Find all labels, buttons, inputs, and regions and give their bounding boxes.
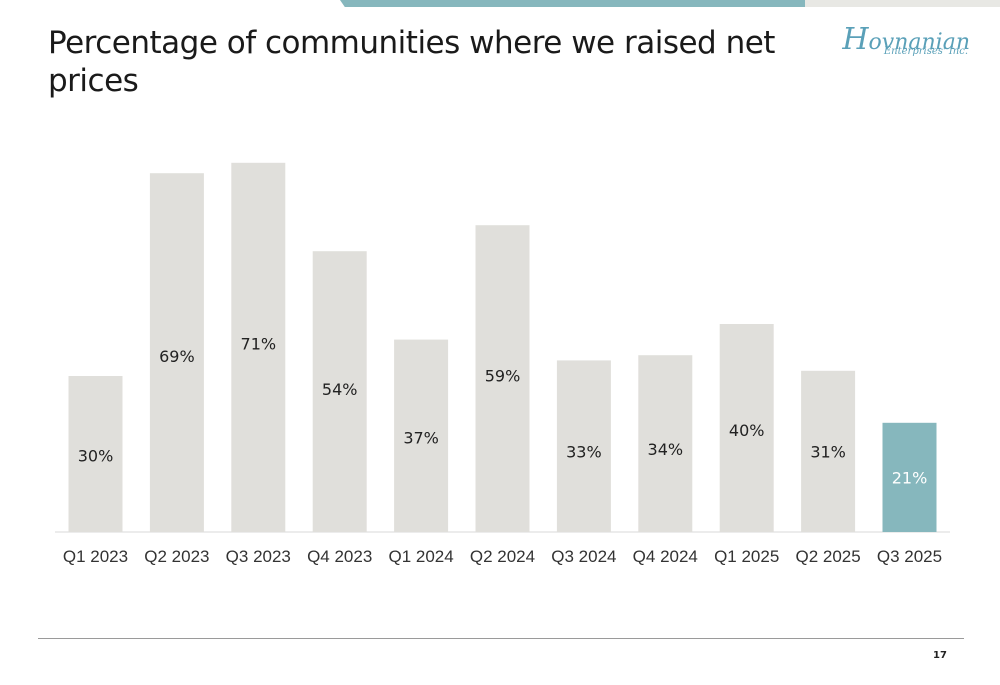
- data-label: 30%: [78, 447, 114, 466]
- bar-q1-2025: [719, 324, 774, 532]
- logo-name: ovnanian: [868, 30, 970, 55]
- logo-initial: H: [842, 22, 869, 57]
- data-label: 31%: [810, 442, 846, 461]
- bar-q2-2023: [149, 173, 204, 532]
- x-tick-label: Q2 2024: [470, 547, 535, 566]
- data-label: 59%: [485, 367, 521, 386]
- x-tick-label: Q2 2025: [795, 547, 860, 566]
- x-tick-label: Q4 2023: [307, 547, 372, 566]
- bar-series: 30% Q1 2023 69% Q2 2023 71% Q3 2023 54% Q4 2023…: [63, 162, 942, 566]
- bar-q1-2023: [68, 376, 123, 532]
- data-label: 37%: [403, 429, 439, 448]
- bar-chart: 30% Q1 2023 69% Q2 2023 71% Q3 2023 54% Q4 2023…: [55, 162, 950, 566]
- data-label: 34%: [648, 440, 684, 459]
- x-tick-label: Q1 2023: [63, 547, 128, 566]
- bar-q4-2024: [638, 355, 693, 532]
- x-tick-label: Q3 2023: [226, 547, 291, 566]
- x-tick-label: Q1 2024: [388, 547, 453, 566]
- bar-q2-2024: [475, 225, 530, 532]
- logo-wordmark: Hovnanian: [842, 22, 970, 57]
- data-label: 54%: [322, 380, 358, 399]
- page-number: 17: [933, 650, 947, 661]
- bar-q3-2025: [882, 422, 937, 532]
- top-accent-bar: [340, 0, 820, 7]
- data-label: 40%: [729, 421, 765, 440]
- data-label: 69%: [159, 347, 195, 366]
- x-tick-label: Q3 2025: [877, 547, 942, 566]
- x-tick-label: Q3 2024: [551, 547, 616, 566]
- bar-q4-2023: [312, 251, 367, 532]
- bar-q3-2023: [231, 162, 286, 533]
- page-title: Percentage of communities where we raise…: [48, 25, 775, 99]
- bar-q3-2024: [556, 360, 611, 532]
- company-logo: Hovnanian Enterprises' Inc.: [840, 22, 970, 62]
- x-tick-label: Q4 2024: [633, 547, 698, 566]
- x-tick-label: Q2 2023: [144, 547, 209, 566]
- data-label: 21%: [892, 468, 928, 487]
- data-label: 33%: [566, 442, 602, 461]
- x-tick-label: Q1 2025: [714, 547, 779, 566]
- top-gray-bar: [805, 0, 1000, 7]
- bar-q2-2025: [801, 370, 856, 532]
- footer-divider: [38, 638, 964, 639]
- bar-q1-2024: [394, 339, 449, 532]
- data-label: 71%: [241, 335, 277, 354]
- logo-subtext: Enterprises' Inc.: [883, 46, 968, 57]
